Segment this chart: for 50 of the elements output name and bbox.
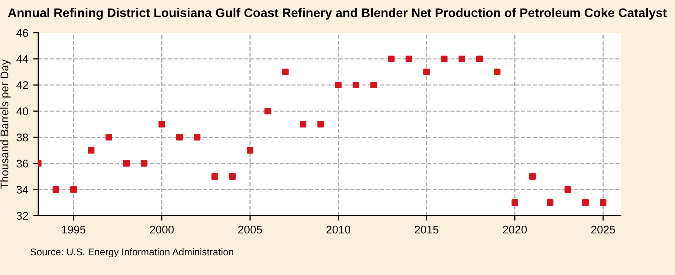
point <box>88 147 95 154</box>
point <box>52 186 60 194</box>
x-tick-label: 2020 <box>503 226 528 234</box>
point <box>70 186 78 194</box>
point <box>582 200 589 206</box>
point <box>106 134 112 141</box>
x-tick-label: 2000 <box>150 226 174 234</box>
point <box>123 160 130 167</box>
point <box>318 121 324 128</box>
y-tick-label: 38 <box>16 134 28 142</box>
x-tick-label: 2025 <box>592 226 616 234</box>
point <box>547 200 554 206</box>
point <box>441 56 448 62</box>
y-tick-label: 36 <box>16 160 28 168</box>
x-tick-label: 2005 <box>238 226 262 234</box>
y-tick-label: 46 <box>16 29 28 38</box>
point <box>335 82 342 89</box>
y-tick-label: 40 <box>16 108 28 116</box>
point <box>370 82 378 89</box>
point <box>529 173 536 180</box>
point <box>300 121 307 128</box>
point <box>458 56 466 62</box>
point <box>476 56 484 62</box>
point <box>494 68 501 76</box>
point <box>212 173 218 180</box>
point <box>512 200 518 206</box>
y-tick-label: 32 <box>16 212 28 220</box>
point <box>158 121 166 128</box>
y-tick-label: 44 <box>16 56 28 64</box>
y-axis-title: Thousand Barrels per Day <box>0 60 11 190</box>
x-tick-label: 2015 <box>415 226 439 234</box>
point <box>264 108 272 115</box>
point <box>352 82 360 89</box>
point <box>564 186 572 194</box>
point <box>141 160 148 167</box>
point <box>388 56 395 62</box>
point <box>424 68 430 76</box>
point <box>194 134 201 141</box>
chart-title: Annual Refining District Louisiana Gulf Coast Refinery and Blender Net Production of Petroleum Coke Catalyst <box>8 8 667 20</box>
source-note: Source: U.S. Energy Information Administration <box>30 248 234 258</box>
point <box>406 56 412 62</box>
point <box>282 68 289 76</box>
point <box>247 147 254 154</box>
x-tick-label: 2010 <box>326 226 350 234</box>
point <box>600 200 607 206</box>
point <box>176 134 183 141</box>
x-tick-label: 1995 <box>62 226 86 234</box>
y-tick-label: 34 <box>16 186 28 194</box>
point <box>229 173 236 180</box>
y-tick-label: 42 <box>16 82 28 90</box>
